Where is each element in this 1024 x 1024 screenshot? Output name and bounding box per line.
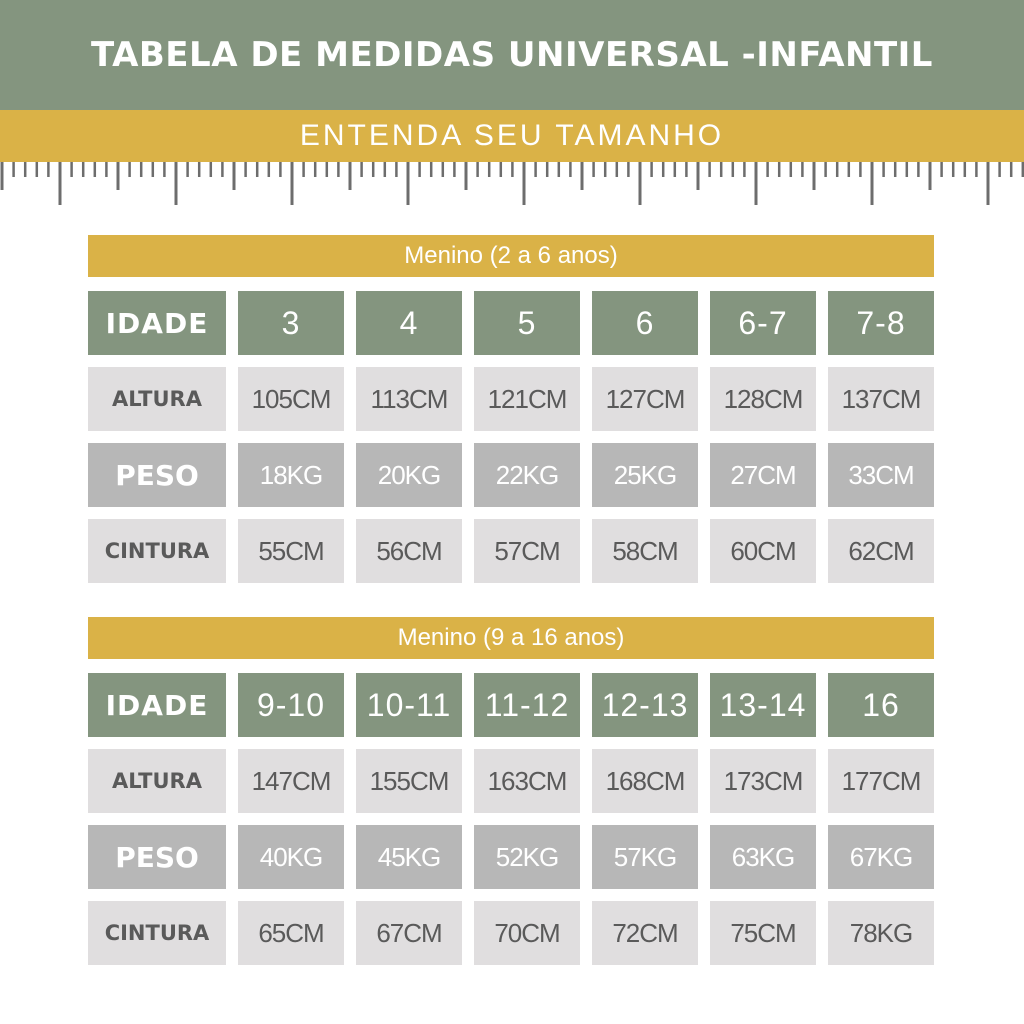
table-cell: 113CM xyxy=(356,367,462,431)
table-cell: 10-11 xyxy=(356,673,462,737)
row-label: PESO xyxy=(88,443,226,507)
row-label: IDADE xyxy=(88,673,226,737)
table-row-altura: ALTURA 147CM 155CM 163CM 168CM 173CM 177CM xyxy=(88,749,934,813)
table-cell: 67CM xyxy=(356,901,462,965)
page-subtitle: ENTENDA SEU TAMANHO xyxy=(0,110,1024,162)
table-cell: 18KG xyxy=(238,443,344,507)
table-cell: 147CM xyxy=(238,749,344,813)
row-label: IDADE xyxy=(88,291,226,355)
row-label: CINTURA xyxy=(88,519,226,583)
table-cell: 128CM xyxy=(710,367,816,431)
table-cell: 67KG xyxy=(828,825,934,889)
table-row-peso: PESO 18KG 20KG 22KG 25KG 27CM 33CM xyxy=(88,443,934,507)
table-cell: 58CM xyxy=(592,519,698,583)
table-cell: 52KG xyxy=(474,825,580,889)
table-cell: 62CM xyxy=(828,519,934,583)
table-cell: 13-14 xyxy=(710,673,816,737)
table-cell: 20KG xyxy=(356,443,462,507)
table-cell: 4 xyxy=(356,291,462,355)
table-cell: 168CM xyxy=(592,749,698,813)
table-cell: 121CM xyxy=(474,367,580,431)
section-heading: Menino (2 a 6 anos) xyxy=(88,235,934,277)
table-cell: 65CM xyxy=(238,901,344,965)
row-label: ALTURA xyxy=(88,367,226,431)
table-cell: 56CM xyxy=(356,519,462,583)
table-cell: 155CM xyxy=(356,749,462,813)
table-row-idade: IDADE 3 4 5 6 6-7 7-8 xyxy=(88,291,934,355)
table-cell: 137CM xyxy=(828,367,934,431)
table-row-cintura: CINTURA 55CM 56CM 57CM 58CM 60CM 62CM xyxy=(88,519,934,583)
ruler-decoration xyxy=(0,162,1024,205)
row-label: CINTURA xyxy=(88,901,226,965)
page-title: TABELA DE MEDIDAS UNIVERSAL -INFANTIL xyxy=(0,0,1024,110)
table-row-idade: IDADE 9-10 10-11 11-12 12-13 13-14 16 xyxy=(88,673,934,737)
table-cell: 22KG xyxy=(474,443,580,507)
table-cell: 127CM xyxy=(592,367,698,431)
table-cell: 63KG xyxy=(710,825,816,889)
table-cell: 173CM xyxy=(710,749,816,813)
row-label: ALTURA xyxy=(88,749,226,813)
table-cell: 6 xyxy=(592,291,698,355)
table-row-altura: ALTURA 105CM 113CM 121CM 127CM 128CM 137CM xyxy=(88,367,934,431)
size-table-1: Menino (2 a 6 anos) IDADE 3 4 5 6 6-7 7-8 ALTURA… xyxy=(88,235,934,583)
row-label: PESO xyxy=(88,825,226,889)
table-cell: 60CM xyxy=(710,519,816,583)
table-cell: 5 xyxy=(474,291,580,355)
table-cell: 105CM xyxy=(238,367,344,431)
size-table-2: Menino (9 a 16 anos) IDADE 9-10 10-11 11-12 1… xyxy=(88,617,934,965)
table-cell: 45KG xyxy=(356,825,462,889)
table-cell: 27CM xyxy=(710,443,816,507)
table-cell: 55CM xyxy=(238,519,344,583)
table-cell: 57KG xyxy=(592,825,698,889)
table-cell: 3 xyxy=(238,291,344,355)
table-cell: 78KG xyxy=(828,901,934,965)
table-cell: 7-8 xyxy=(828,291,934,355)
table-cell: 57CM xyxy=(474,519,580,583)
table-cell: 9-10 xyxy=(238,673,344,737)
table-row-peso: PESO 40KG 45KG 52KG 57KG 63KG 67KG xyxy=(88,825,934,889)
table-cell: 70CM xyxy=(474,901,580,965)
table-cell: 25KG xyxy=(592,443,698,507)
table-cell: 163CM xyxy=(474,749,580,813)
section-heading: Menino (9 a 16 anos) xyxy=(88,617,934,659)
table-cell: 177CM xyxy=(828,749,934,813)
table-cell: 33CM xyxy=(828,443,934,507)
table-cell: 40KG xyxy=(238,825,344,889)
table-cell: 72CM xyxy=(592,901,698,965)
table-row-cintura: CINTURA 65CM 67CM 70CM 72CM 75CM 78KG xyxy=(88,901,934,965)
table-cell: 12-13 xyxy=(592,673,698,737)
table-cell: 16 xyxy=(828,673,934,737)
table-cell: 75CM xyxy=(710,901,816,965)
table-cell: 11-12 xyxy=(474,673,580,737)
table-cell: 6-7 xyxy=(710,291,816,355)
